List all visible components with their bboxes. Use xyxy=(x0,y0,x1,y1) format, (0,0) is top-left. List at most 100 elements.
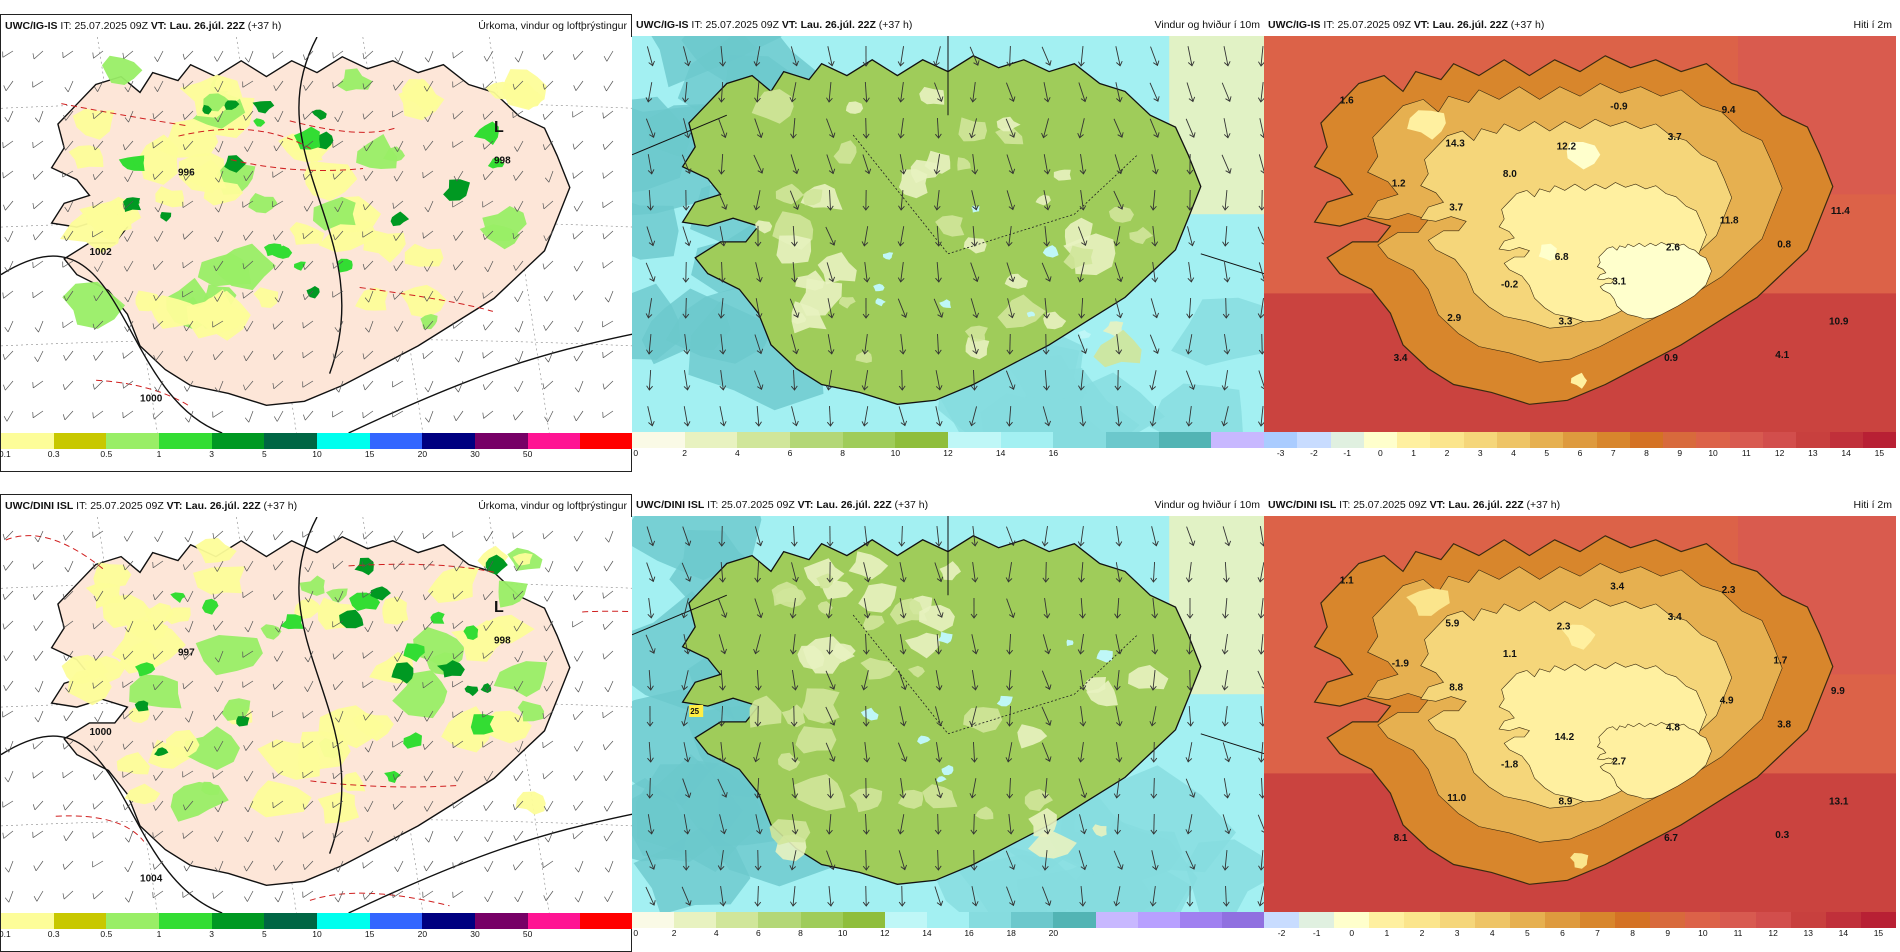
colorbar-swatch xyxy=(1264,432,1297,448)
panel-title: UWC/IG-IS IT: 25.07.2025 09Z VT: Lau. 26… xyxy=(1,15,631,37)
title-left: UWC/DINI ISL IT: 25.07.2025 09Z VT: Lau.… xyxy=(1268,499,1560,511)
temperature-value-label: 2.9 xyxy=(1447,313,1461,324)
colorbar-tick-label: 15 xyxy=(365,929,374,939)
temperature-value-label: 0.3 xyxy=(1775,830,1789,841)
isobar-label: 1002 xyxy=(89,247,112,258)
colorbar-tick-label: 30 xyxy=(470,449,479,459)
colorbar-tick-label: 0.5 xyxy=(100,929,112,939)
colorbar-swatch xyxy=(212,433,265,449)
temperature-value-label: -0.2 xyxy=(1501,280,1519,291)
colorbar-swatch xyxy=(1159,432,1212,448)
colorbar-swatch xyxy=(758,912,800,928)
temperature-value-label: 1.2 xyxy=(1392,179,1406,190)
colorbar-swatch xyxy=(528,913,581,929)
temperature-value-label: -1.9 xyxy=(1392,659,1410,670)
colorbar-tick-label: 1 xyxy=(157,449,162,459)
colorbar-swatch xyxy=(1791,912,1826,928)
colorbar-swatch xyxy=(1,433,54,449)
colorbar-tick-label: 12 xyxy=(1768,928,1777,938)
isobar-label: 1000 xyxy=(89,727,112,738)
colorbar-tick-label: 0.5 xyxy=(100,449,112,459)
colorbar-swatch xyxy=(674,912,716,928)
colorbar-swatch xyxy=(54,433,107,449)
colorbar-tick-label: 2 xyxy=(1445,448,1450,458)
colorbar-tick-label: 10 xyxy=(838,928,847,938)
colorbar-swatch xyxy=(969,912,1011,928)
temperature-value-label: 2.7 xyxy=(1612,756,1626,767)
colorbar-swatch xyxy=(422,913,475,929)
colorbar-tick-label: 3 xyxy=(1478,448,1483,458)
title-left: UWC/DINI ISL IT: 25.07.2025 09Z VT: Lau.… xyxy=(5,500,297,512)
temperature-value-label: 6.7 xyxy=(1664,833,1678,844)
colorbar-swatch xyxy=(1580,912,1615,928)
model-name: UWC/DINI ISL xyxy=(1268,499,1336,511)
colorbar-swatch xyxy=(1222,912,1264,928)
temperature-value-label: 5.9 xyxy=(1445,619,1459,630)
colorbar-swatch xyxy=(1663,432,1696,448)
vt-value: Lau. 26.júl. 22Z xyxy=(1433,19,1508,31)
colorbar-swatch xyxy=(1530,432,1563,448)
colorbar-tick-label: 8 xyxy=(1630,928,1635,938)
map-panel-precip-dini: UWC/DINI ISL IT: 25.07.2025 09Z VT: Lau.… xyxy=(0,494,632,952)
it-label: IT: xyxy=(60,20,71,32)
title-left: UWC/IG-IS IT: 25.07.2025 09Z VT: Lau. 26… xyxy=(636,19,912,31)
colorbar-swatch xyxy=(948,432,1001,448)
title-left: UWC/IG-IS IT: 25.07.2025 09Z VT: Lau. 26… xyxy=(1268,19,1544,31)
colorbar-swatch xyxy=(1011,912,1053,928)
field-name: Vindur og hviður í 10m xyxy=(1155,19,1260,31)
vt-label: VT: xyxy=(1414,19,1430,31)
colorbar-tick-label: 5 xyxy=(262,449,267,459)
temperature-value-label: 12.2 xyxy=(1557,142,1577,153)
colorbar-tick-label: 3 xyxy=(209,449,214,459)
colorbar-tick-label: 10 xyxy=(312,449,321,459)
vt-label: VT: xyxy=(782,19,798,31)
low-pressure-marker: L xyxy=(494,599,504,616)
colorbar-tick-label: 2 xyxy=(672,928,677,938)
colorbar-tick-label: -2 xyxy=(1310,448,1318,458)
colorbar-tick-label: 15 xyxy=(1875,448,1884,458)
colorbar-swatches xyxy=(1264,912,1896,928)
colorbar-swatch xyxy=(1369,912,1404,928)
temperature-value-label: 8.8 xyxy=(1449,683,1463,694)
colorbar-tick-label: 11 xyxy=(1734,928,1743,938)
field-name: Úrkoma, vindur og loftþrýstingur xyxy=(478,500,627,512)
it-label: IT: xyxy=(1323,19,1334,31)
colorbar-swatch xyxy=(159,433,212,449)
isobar-label: 998 xyxy=(494,636,511,647)
colorbar-tick-label: 15 xyxy=(1874,928,1883,938)
colorbar-swatch xyxy=(1001,432,1054,448)
field-patch xyxy=(776,235,811,263)
colorbar-tick-label: 4 xyxy=(1511,448,1516,458)
vt-label: VT: xyxy=(151,20,167,32)
colorbar-tick-label: 14 xyxy=(996,448,1005,458)
it-value: 25.07.2025 09Z xyxy=(705,19,779,31)
colorbar-swatch xyxy=(370,913,423,929)
field-name: Hiti í 2m xyxy=(1853,499,1892,511)
temperature-value-label: 3.4 xyxy=(1668,612,1682,623)
colorbar-swatch xyxy=(1763,432,1796,448)
colorbar-swatch xyxy=(475,433,528,449)
colorbar-swatch xyxy=(1650,912,1685,928)
colorbar-tick-label: 3 xyxy=(1455,928,1460,938)
map-panel-temp-igis: UWC/IG-IS IT: 25.07.2025 09Z VT: Lau. 26… xyxy=(1264,14,1896,472)
field-patch xyxy=(770,819,811,845)
temperature-value-label: 13.1 xyxy=(1829,796,1849,807)
colorbar-tick-label: 8 xyxy=(840,448,845,458)
colorbar-swatch xyxy=(1053,432,1106,448)
colorbar-tick-label: 8 xyxy=(798,928,803,938)
temperature-value-label: 11.4 xyxy=(1831,206,1850,217)
colorbar-tick-label: 16 xyxy=(1049,448,1058,458)
field-patch xyxy=(796,726,837,753)
colorbar-swatch xyxy=(1615,912,1650,928)
colorbar-swatch xyxy=(1826,912,1861,928)
map-svg: 25 xyxy=(632,516,1264,912)
temperature-value-label: 0.9 xyxy=(1664,353,1678,364)
